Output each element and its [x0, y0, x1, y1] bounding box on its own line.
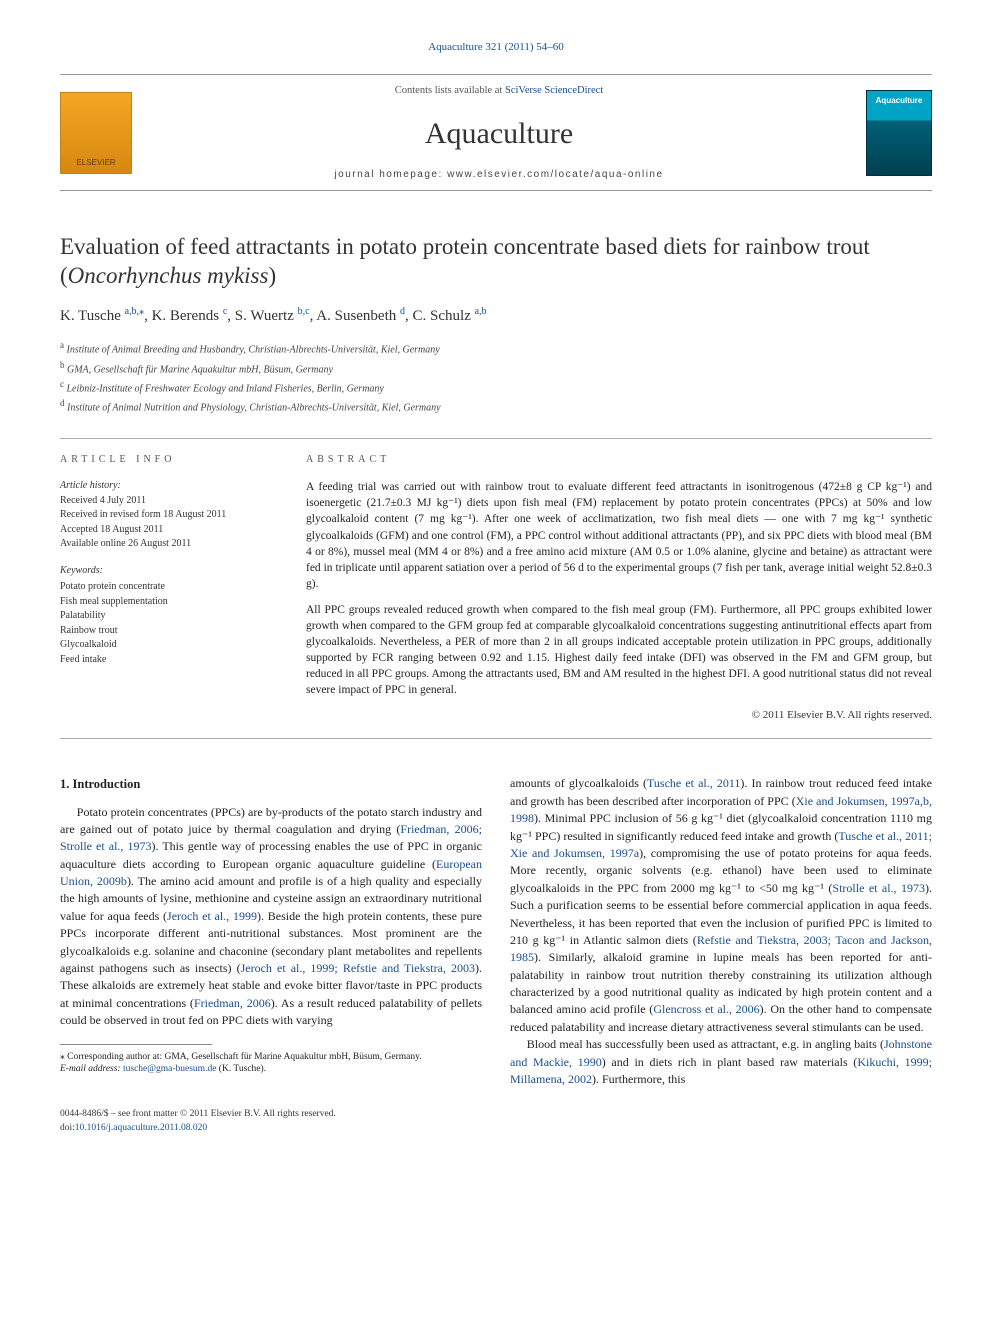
- author: K. Tusche a,b,⁎: [60, 308, 144, 324]
- cover-label: Aquaculture: [867, 95, 931, 107]
- doi-link[interactable]: 10.1016/j.aquaculture.2011.08.020: [75, 1123, 207, 1133]
- affiliation: a Institute of Animal Breeding and Husba…: [60, 339, 932, 357]
- abstract-paragraph: All PPC groups revealed reduced growth w…: [306, 602, 932, 699]
- keyword: Fish meal supplementation: [60, 595, 272, 610]
- history-line: Received 4 July 2011: [60, 494, 272, 509]
- article-info-block: article info Article history: Received 4…: [60, 453, 272, 725]
- affiliations: a Institute of Animal Breeding and Husba…: [60, 339, 932, 415]
- keywords-label: Keywords:: [60, 564, 272, 579]
- abstract-paragraph: A feeding trial was carried out with rai…: [306, 479, 932, 592]
- corr-mark: ⁎: [139, 306, 144, 317]
- footnote-separator: [60, 1044, 212, 1045]
- sciencedirect-link[interactable]: SciVerse ScienceDirect: [505, 85, 603, 96]
- header-center: Contents lists available at SciVerse Sci…: [132, 83, 866, 182]
- keyword: Feed intake: [60, 653, 272, 668]
- article-meta-row: article info Article history: Received 4…: [60, 438, 932, 740]
- homepage-url: www.elsevier.com/locate/aqua-online: [447, 169, 663, 180]
- contents-pre: Contents lists available at: [395, 85, 505, 96]
- ref-link[interactable]: European Union, 2009b: [60, 857, 482, 888]
- history-line: Accepted 18 August 2011: [60, 523, 272, 538]
- ref-link[interactable]: Strolle et al., 1973: [832, 881, 925, 895]
- keyword: Potato protein concentrate: [60, 580, 272, 595]
- copyright-line: © 2011 Elsevier B.V. All rights reserved…: [306, 708, 932, 724]
- introduction-heading: 1. Introduction: [60, 775, 482, 793]
- body-paragraph: Blood meal has successfully been used as…: [510, 1036, 932, 1088]
- email-label: E-mail address:: [60, 1064, 121, 1074]
- homepage-line: journal homepage: www.elsevier.com/locat…: [132, 168, 866, 183]
- journal-header: ELSEVIER Contents lists available at Sci…: [60, 74, 932, 191]
- author: K. Berends c: [152, 308, 228, 324]
- corresponding-author-note: ⁎ Corresponding author at: GMA, Gesellsc…: [60, 1051, 482, 1064]
- history-line: Received in revised form 18 August 2011: [60, 508, 272, 523]
- doi-line: doi:10.1016/j.aquaculture.2011.08.020: [60, 1122, 932, 1135]
- ref-link[interactable]: Glencross et al., 2006: [653, 1002, 759, 1016]
- title-tail: ): [268, 263, 276, 288]
- contents-line: Contents lists available at SciVerse Sci…: [132, 83, 866, 98]
- ref-link[interactable]: Jeroch et al., 1999: [167, 909, 257, 923]
- front-matter-line: 0044-8486/$ – see front matter © 2011 El…: [60, 1108, 932, 1121]
- affiliation: b GMA, Gesellschaft für Marine Aquakultu…: [60, 359, 932, 377]
- email-line: E-mail address: tusche@gma-buesum.de (K.…: [60, 1063, 482, 1076]
- abstract-block: abstract A feeding trial was carried out…: [306, 453, 932, 725]
- body-columns: 1. Introduction Potato protein concentra…: [60, 775, 932, 1088]
- keyword: Glycoalkaloid: [60, 638, 272, 653]
- ref-link[interactable]: Tusche et al., 2011: [647, 776, 740, 790]
- keywords-list: Potato protein concentrate Fish meal sup…: [60, 580, 272, 667]
- email-tail: (K. Tusche).: [216, 1064, 266, 1074]
- ref-link[interactable]: Xie and Jokumsen, 1997a,b, 1998: [510, 794, 932, 825]
- affiliation: d Institute of Animal Nutrition and Phys…: [60, 397, 932, 415]
- keyword: Rainbow trout: [60, 624, 272, 639]
- elsevier-logo-label: ELSEVIER: [76, 157, 115, 169]
- elsevier-logo: ELSEVIER: [60, 92, 132, 174]
- homepage-pre: journal homepage:: [334, 169, 447, 180]
- history-label: Article history:: [60, 479, 272, 494]
- ref-link[interactable]: Tusche et al., 2011; Xie and Jokumsen, 1…: [510, 829, 932, 860]
- article-history: Article history: Received 4 July 2011 Re…: [60, 479, 272, 552]
- body-paragraph: amounts of glycoalkaloids (Tusche et al.…: [510, 775, 932, 1036]
- title-species: Oncorhynchus mykiss: [68, 263, 269, 288]
- history-line: Available online 26 August 2011: [60, 537, 272, 552]
- author: C. Schulz a,b: [413, 308, 487, 324]
- affiliation: c Leibniz-Institute of Freshwater Ecolog…: [60, 378, 932, 396]
- ref-link[interactable]: Refstie and Tiekstra, 2003; Tacon and Ja…: [510, 933, 932, 964]
- body-paragraph: Potato protein concentrates (PPCs) are b…: [60, 804, 482, 1030]
- journal-name: Aquaculture: [132, 112, 866, 156]
- journal-cover-thumb: Aquaculture: [866, 90, 932, 176]
- page-footer: 0044-8486/$ – see front matter © 2011 El…: [60, 1108, 932, 1135]
- journal-reference: Aquaculture 321 (2011) 54–60: [60, 40, 932, 56]
- author: A. Susenbeth d: [316, 308, 405, 324]
- author-list: K. Tusche a,b,⁎, K. Berends c, S. Wuertz…: [60, 305, 932, 328]
- keyword: Palatability: [60, 609, 272, 624]
- ref-link[interactable]: Friedman, 2006; Strolle et al., 1973: [60, 822, 482, 853]
- email-link[interactable]: tusche@gma-buesum.de: [123, 1064, 216, 1074]
- abstract-heading: abstract: [306, 453, 932, 468]
- ref-link[interactable]: Jeroch et al., 1999; Refstie and Tiekstr…: [241, 961, 475, 975]
- article-title: Evaluation of feed attractants in potato…: [60, 233, 932, 291]
- article-info-heading: article info: [60, 453, 272, 468]
- ref-link[interactable]: Friedman, 2006: [194, 996, 271, 1010]
- author: S. Wuertz b,c: [235, 308, 310, 324]
